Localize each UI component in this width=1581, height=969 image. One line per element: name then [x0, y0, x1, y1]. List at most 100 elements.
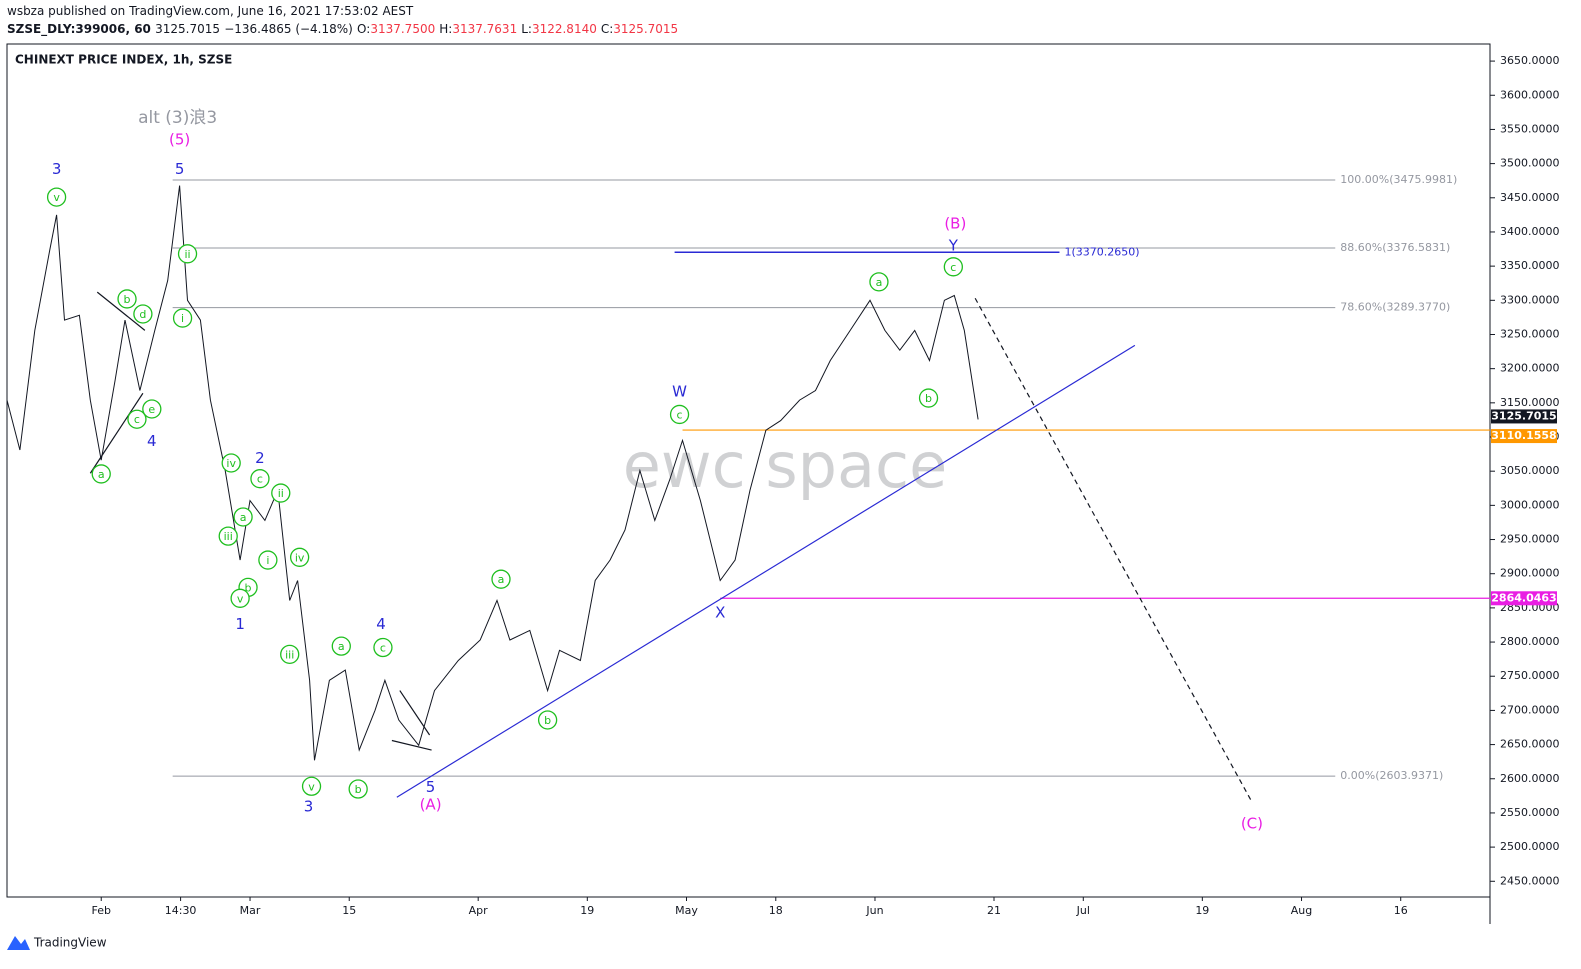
wave-label: a	[498, 573, 505, 586]
wave-label: 4	[147, 432, 157, 450]
wave-circle	[491, 569, 511, 589]
footer-logo	[7, 936, 30, 950]
wave-label: 5	[426, 778, 436, 796]
wave-circle	[177, 244, 198, 264]
y-tick-label: 3650.0000	[1500, 54, 1560, 67]
wave-circle	[250, 469, 270, 489]
wave-label: i	[266, 554, 269, 567]
y-tick-label: 2700.0000	[1500, 703, 1560, 716]
drawing-line	[974, 297, 1253, 803]
drawing-line	[399, 690, 431, 736]
wave-label: 5	[175, 160, 185, 178]
wave-circle	[46, 187, 67, 207]
y-tick-label: 2750.0000	[1500, 669, 1560, 682]
published: wsbza published on TradingView.com, June…	[7, 4, 414, 18]
wave-label: iii	[224, 530, 233, 543]
wave-label: alt (3)浪3	[138, 108, 217, 128]
wave-circle	[258, 550, 278, 570]
y-tick-label: 2500.0000	[1500, 840, 1560, 853]
x-tick-label: 18	[769, 904, 783, 917]
drawing-line	[96, 291, 146, 331]
x-tick-label: Apr	[469, 904, 489, 917]
wave-circle	[142, 399, 162, 419]
ohlc-label: O:	[357, 22, 371, 36]
price-tag-label: 3125.7015	[1491, 409, 1556, 422]
x-tick-label: Mar	[240, 904, 261, 917]
wave-label: c	[950, 261, 956, 274]
price-tag	[1491, 429, 1557, 444]
wave-label: b	[544, 714, 551, 727]
symbol: SZSE_DLY:399006, 60	[7, 22, 151, 36]
wave-label: Y	[948, 236, 959, 254]
wave-circle	[271, 483, 291, 503]
change: −136.4865 (−4.18%)	[224, 22, 353, 36]
wave-label: (B)	[944, 215, 966, 233]
x-tick-label: Aug	[1291, 904, 1312, 917]
level-label: 100.00%(3475.9981)	[1340, 173, 1457, 186]
wave-label: c	[257, 473, 263, 486]
y-tick-label: 3250.0000	[1500, 327, 1560, 340]
wave-circle	[233, 507, 253, 527]
wave-label: W	[672, 383, 687, 401]
ohlc-value: 3125.7015	[613, 22, 679, 36]
wave-circle	[537, 710, 558, 730]
wave-label: a	[240, 511, 247, 524]
wave-circle	[669, 404, 690, 425]
wave-circle	[280, 644, 300, 665]
x-tick-label: Jul	[1076, 904, 1090, 917]
y-tick-label: 2900.0000	[1500, 567, 1560, 580]
wave-label: c	[677, 408, 683, 421]
x-tick-label: 21	[987, 904, 1001, 917]
price-tag	[1491, 591, 1557, 606]
wave-label: (C)	[1241, 815, 1263, 833]
drawing-line	[396, 344, 1136, 798]
level-label: 1(3370.2650)	[1064, 245, 1139, 258]
wave-circle	[373, 637, 393, 658]
wave-circle	[869, 272, 889, 292]
ohlc-value: 3122.8140	[531, 22, 597, 36]
wave-circle	[331, 636, 351, 656]
x-tick-label: 16	[1394, 904, 1408, 917]
wave-label: 1	[235, 615, 245, 633]
y-tick-label: 3500.0000	[1500, 157, 1560, 170]
y-tick-label: 3200.0000	[1500, 362, 1560, 375]
chart: CHINEXT PRICE INDEX, 1h, SZSE ewc space …	[6, 43, 1560, 950]
wave-circle	[218, 526, 238, 546]
y-tick-label: 3400.0000	[1500, 225, 1560, 238]
wave-label: ii	[184, 248, 190, 261]
wave-label: c	[380, 642, 386, 655]
ohlc-label: C:	[600, 22, 614, 36]
y-tick-label: 2800.0000	[1500, 635, 1560, 648]
level-label: 88.60%(3376.5831)	[1340, 241, 1450, 254]
wave-label: c	[134, 413, 140, 426]
ohlc-value: 3137.7631	[452, 22, 518, 36]
y-tick-label: 3450.0000	[1500, 191, 1560, 204]
wave-label: 3	[304, 798, 314, 816]
y-tick-label: 3350.0000	[1500, 259, 1560, 272]
drawing-line	[89, 392, 144, 474]
wave-label: a	[338, 640, 345, 653]
price: 3125.7015	[155, 22, 220, 36]
y-tick-label: 2450.0000	[1500, 874, 1560, 887]
wave-label: v	[237, 592, 244, 605]
symbol-line: SZSE_DLY:399006, 60 3125.7015 −136.4865 …	[7, 22, 682, 36]
wave-label: v	[53, 191, 60, 204]
published-line: wsbza published on TradingView.com, June…	[7, 4, 413, 18]
wave-label: b	[124, 293, 131, 306]
price-tag	[1491, 409, 1557, 424]
x-tick-label: Jun	[865, 904, 883, 917]
wave-label: 2	[255, 449, 265, 467]
wave-label: i	[181, 312, 184, 325]
wave-circle	[289, 547, 310, 567]
wave-label: (A)	[420, 796, 442, 814]
y-tick-label: 3600.0000	[1500, 88, 1560, 101]
ohlc: O:3137.7500 H:3137.7631 L:3122.8140 C:3125.…	[357, 22, 682, 36]
wave-label: iv	[295, 551, 305, 564]
ohlc-value: 3137.7500	[370, 22, 436, 36]
y-tick-label: 3000.0000	[1500, 498, 1560, 511]
wave-circle	[301, 776, 322, 796]
wave-circle	[230, 588, 250, 608]
x-tick-label: May	[675, 904, 698, 917]
x-tick-label: 15	[342, 904, 356, 917]
